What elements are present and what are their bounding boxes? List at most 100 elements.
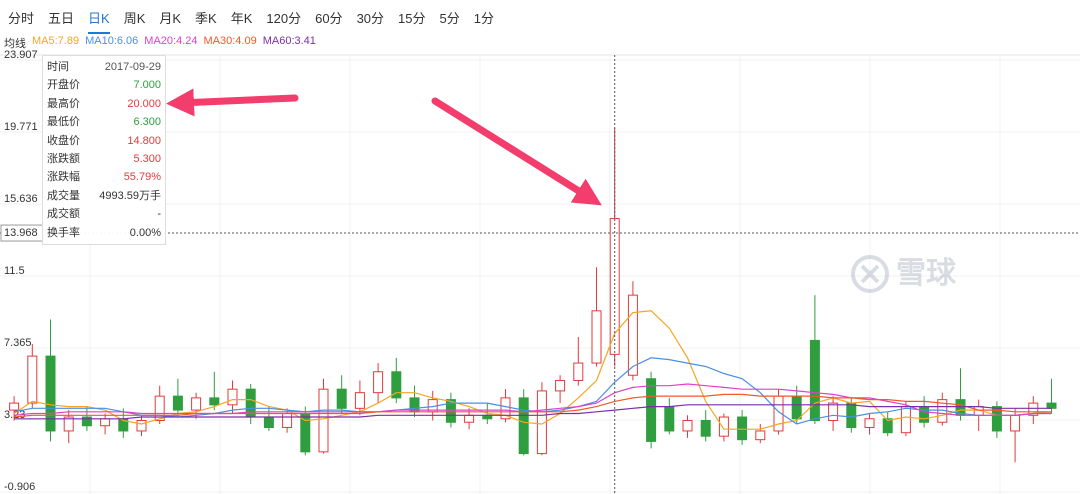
tooltip-row: 涨跌幅 55.79%	[47, 168, 161, 186]
candle-body	[354, 392, 365, 409]
tooltip-label: 涨跌额	[47, 153, 80, 166]
tooltip-value: 14.800	[127, 134, 161, 147]
tooltip-label: 最高价	[47, 97, 80, 110]
legend-entry: MA10:6.06	[85, 35, 139, 47]
tab[interactable]: 季K	[195, 11, 217, 26]
tab[interactable]: 分时	[8, 11, 35, 26]
candle-body	[282, 413, 293, 428]
candle-body	[136, 420, 147, 432]
tooltip-value: 20.000	[127, 97, 161, 110]
tab[interactable]: 15分	[398, 11, 426, 26]
tooltip-label: 涨跌幅	[47, 171, 80, 184]
legend-entry: MA60:3.41	[262, 35, 316, 47]
candle-body	[700, 420, 711, 437]
crosshair-label: 13.968	[4, 227, 38, 239]
candle-body	[828, 402, 839, 422]
tooltip-value: 0.00%	[129, 226, 161, 239]
tab[interactable]: 周K	[123, 11, 146, 26]
tooltip-row: 最低价 6.300	[47, 113, 161, 131]
y-tick-label: -0.906	[4, 481, 35, 493]
candle-body	[318, 388, 329, 453]
candle-body	[718, 416, 729, 437]
candle-body	[664, 406, 675, 432]
arrow	[166, 88, 299, 117]
tab[interactable]: 年K	[230, 11, 253, 26]
tooltip-label: 最低价	[47, 116, 80, 129]
tab[interactable]: 30分	[356, 11, 385, 26]
candle-body	[154, 395, 165, 422]
candle-body	[555, 379, 566, 392]
annotation-arrows	[166, 88, 602, 206]
y-tick-label: 15.636	[4, 193, 38, 205]
tooltip-label: 时间	[47, 61, 69, 73]
candle-body	[900, 406, 911, 434]
candle-body	[191, 397, 202, 411]
watermark: 雪球	[851, 255, 957, 293]
tab[interactable]: 日K	[88, 8, 110, 34]
tooltip-row: 成交量 4993.59万手	[47, 187, 161, 205]
candle-body	[919, 406, 930, 423]
ma-line	[13, 310, 1052, 430]
ma-label: 均线	[4, 38, 26, 50]
tab[interactable]: 120分	[266, 11, 302, 26]
watermark-text: 雪球	[896, 257, 957, 290]
candle-body	[1046, 402, 1057, 409]
candle-body	[227, 388, 238, 406]
tooltip-label: 成交量	[47, 189, 80, 202]
tab[interactable]: 月K	[159, 11, 182, 26]
candle-body	[627, 294, 638, 376]
tooltip-label: 成交额	[47, 208, 80, 221]
candle-body	[9, 402, 20, 411]
candle-body	[81, 416, 92, 427]
candle-body	[791, 395, 802, 420]
legend-entry: MA20:4.24	[144, 35, 198, 47]
tooltip-row: 涨跌额 5.300	[47, 150, 161, 168]
tooltip-value: 4993.59万手	[99, 189, 161, 202]
tab[interactable]: 五日	[48, 11, 75, 26]
legend-entry: MA30:4.09	[203, 35, 257, 47]
tooltip-label: 换手率	[47, 226, 80, 239]
tooltip-row: 换手率 0.00%	[47, 224, 161, 242]
y-tick-label: 23.907	[4, 49, 38, 61]
candle-body	[373, 371, 384, 394]
candle-body	[100, 418, 111, 427]
tooltip-row: 开盘价 7.000	[47, 76, 161, 94]
tooltip-value: 5.300	[133, 153, 161, 166]
y-tick-label: 19.771	[4, 121, 38, 133]
tooltip: 时间 2017-09-29 开盘价 7.000 最高价 20.000 最低价 6.300 收盘价…	[42, 55, 166, 246]
candle-body	[809, 339, 820, 422]
tooltip-value: 7.000	[133, 79, 161, 92]
candle-body	[500, 397, 511, 420]
tooltip-row: 成交额 -	[47, 205, 161, 223]
candle-body	[1028, 402, 1039, 416]
candle-body	[573, 362, 584, 381]
tab[interactable]: 60分	[315, 11, 343, 26]
tooltip-value: 6.300	[133, 116, 161, 129]
plot: 13.968	[0, 55, 1080, 494]
candle-body	[737, 416, 748, 441]
tooltip-row: 时间 2017-09-29	[47, 58, 161, 76]
tooltip-row: 最高价 20.000	[47, 95, 161, 113]
candle-body	[172, 395, 183, 411]
tooltip-value: -	[157, 208, 161, 221]
tooltip-row: 收盘价 14.800	[47, 132, 161, 150]
ma-line	[14, 404, 1052, 420]
ma-legend: 均线 MA5:7.89 MA10:6.06 MA20:4.24 MA30:4.09 MA6…	[4, 35, 316, 51]
candle-body	[209, 397, 220, 406]
candle-body	[1010, 414, 1021, 432]
candle-body	[591, 310, 602, 364]
candle-body	[882, 418, 893, 434]
tab[interactable]: 5分	[439, 11, 460, 26]
tooltip-label: 开盘价	[47, 79, 80, 92]
candle-body	[755, 430, 766, 441]
candle-body	[646, 378, 657, 442]
tooltip-value: 2017-09-29	[104, 61, 161, 73]
tab[interactable]: 1分	[473, 11, 494, 26]
candle-body	[391, 371, 402, 399]
period-tabs: 分时 五日 日K 周K 月K 季K 年K 120分 60分 30分 15分 5分 1分	[8, 8, 494, 34]
y-tick-label: 7.365	[4, 337, 32, 349]
tooltip-value: 55.79%	[123, 171, 161, 184]
